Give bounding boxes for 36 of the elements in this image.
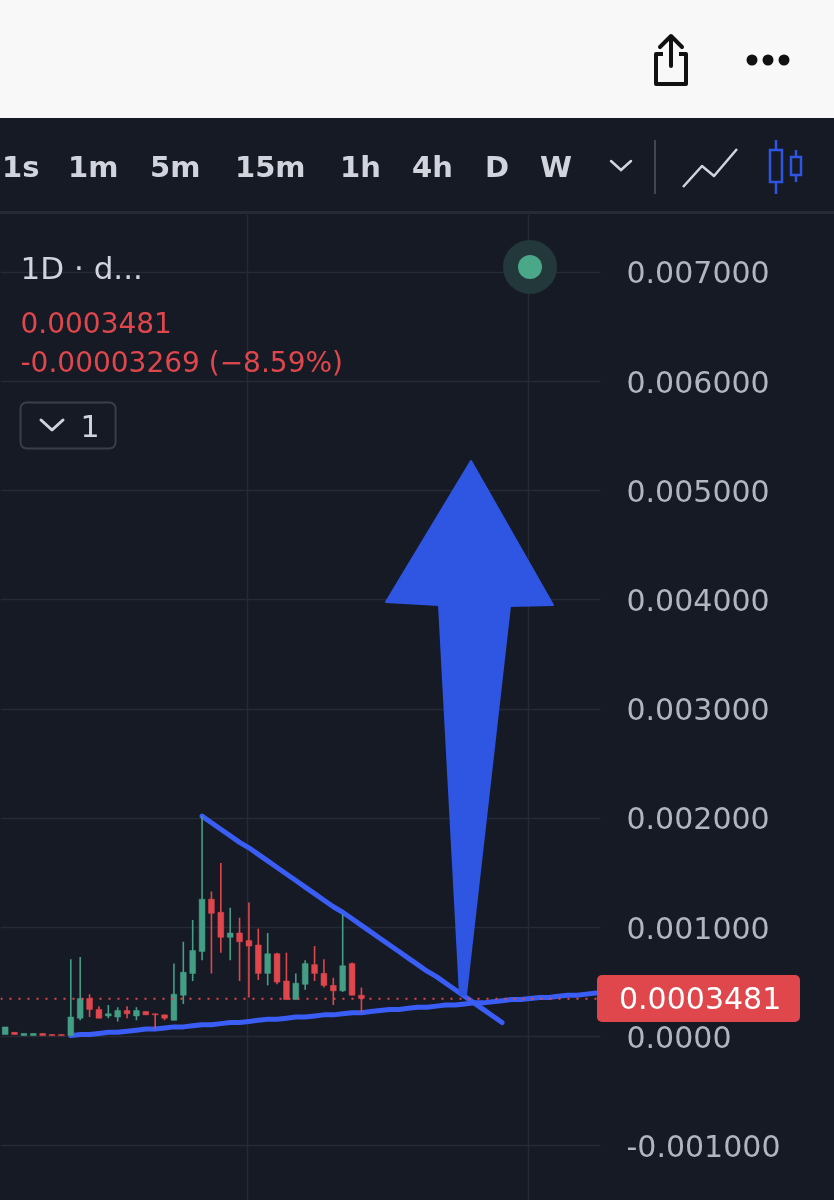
text: 1m (68, 150, 119, 184)
y-tick-label: 0.007000 (626, 255, 770, 291)
y-tick-label: 0.001000 (626, 910, 770, 946)
y-tick-label: 0.0000 (626, 1019, 732, 1055)
annotation: 1 (80, 408, 100, 444)
text: 1s (2, 150, 40, 184)
candlestick (236, 916, 243, 982)
text: 4h (412, 150, 453, 184)
text: 5m (150, 150, 201, 184)
candlestick (311, 945, 318, 982)
candlestick (320, 958, 328, 989)
candlestick (208, 890, 215, 975)
candlestick (245, 901, 253, 999)
text: D (485, 150, 510, 184)
candlestick (227, 907, 234, 962)
y-tick-label: 0.005000 (626, 473, 770, 509)
y-tick-label: -0.001000 (626, 1128, 781, 1164)
annotation: 0.0003481 (20, 307, 172, 340)
y-tick-label: 0.004000 (626, 582, 770, 618)
candlestick (292, 972, 299, 1001)
candlestick (189, 919, 196, 982)
candlestick (180, 940, 187, 1005)
candlestick (264, 932, 271, 987)
annotation: -0.00003269 (−8.59%) (20, 346, 343, 379)
text: 1D · d... (20, 249, 143, 286)
y-tick-label: 0.003000 (626, 692, 770, 728)
candlestick (67, 958, 74, 1037)
candlestick (152, 1012, 159, 1030)
candlestick (77, 956, 84, 1022)
candlestick (302, 959, 309, 991)
text: W (540, 150, 572, 184)
text: 15m (235, 150, 306, 184)
text: 1h (340, 150, 381, 184)
y-tick-label: 0.002000 (626, 801, 770, 837)
ref-line-label: 0.0003481 (597, 974, 800, 1022)
y-tick-label: 0.006000 (626, 364, 770, 400)
